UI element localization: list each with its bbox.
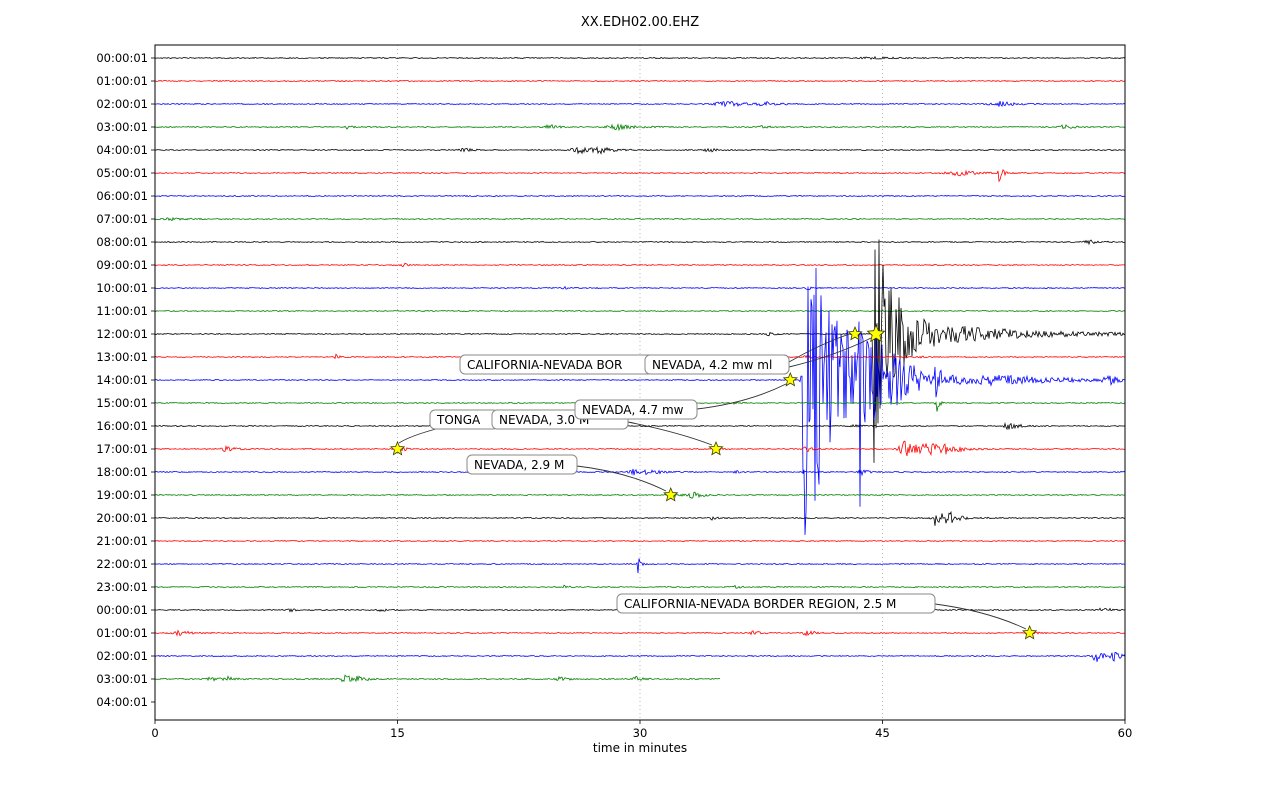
- event-label-box: [466, 454, 578, 475]
- trace-row-18: [155, 468, 1125, 477]
- trace-row-22: [155, 558, 1125, 574]
- trace-row-5: [155, 169, 1125, 183]
- trace-row-20: [155, 510, 1125, 526]
- trace-row-0: [155, 55, 1125, 60]
- y-tick-label: 09:00:01: [96, 258, 148, 272]
- event-connector: [398, 428, 437, 444]
- y-tick-label: 08:00:01: [96, 235, 148, 249]
- y-tick-label: 16:00:01: [96, 419, 148, 433]
- y-tick-label: 10:00:01: [96, 281, 148, 295]
- y-tick-label: 12:00:01: [96, 327, 148, 341]
- event-star: [847, 325, 863, 341]
- trace-row-10: [155, 285, 1125, 291]
- plot-frame: [154, 44, 1126, 721]
- trace-row-26: [155, 652, 1125, 662]
- trace-row-19: [155, 491, 1125, 500]
- event-label-text: TONGA: [436, 413, 481, 427]
- y-tick-label: 11:00:01: [96, 304, 148, 318]
- trace-row-7: [155, 216, 1125, 222]
- trace-row-6: [155, 194, 1125, 198]
- plot-title: XX.EDH02.00.EHZ: [581, 15, 699, 30]
- event-connector: [576, 465, 667, 492]
- y-axis-tick-labels: 00:00:01 01:00:01 02:00:01 03:00:01 04:00:01…: [96, 51, 155, 709]
- event-star: [389, 440, 406, 456]
- x-tick-label: 30: [633, 726, 648, 740]
- y-tick-label: 21:00:01: [96, 534, 148, 548]
- x-tick-label: 0: [151, 726, 158, 740]
- y-tick-label: 17:00:01: [96, 442, 148, 456]
- event-stars: [389, 323, 1038, 640]
- event-connector: [696, 383, 787, 410]
- event-connector: [788, 332, 853, 363]
- event-label-text: NEVADA, 2.9 M: [474, 458, 564, 472]
- x-axis-tick-labels: 0 15 30 45 60: [151, 720, 1132, 740]
- trace-row-4: [155, 145, 1125, 155]
- event-annotations: CALIFORNIA-NEVADA BOR NEVADA, 4.2 mw ml TO…: [398, 332, 1027, 630]
- y-tick-label: 19:00:01: [96, 488, 148, 502]
- y-tick-label: 03:00:01: [96, 120, 148, 134]
- event-star: [1022, 624, 1038, 640]
- y-tick-label: 15:00:01: [96, 396, 148, 410]
- x-tick-label: 60: [1118, 726, 1133, 740]
- trace-row-16: [155, 421, 1125, 431]
- trace-row-12: [155, 239, 1125, 463]
- y-tick-label: 03:00:01: [96, 672, 148, 686]
- y-tick-label: 01:00:01: [96, 626, 148, 640]
- event-connector: [788, 337, 872, 368]
- trace-lines: [155, 55, 1125, 683]
- event-label-box: [616, 593, 936, 614]
- trace-row-14: [155, 267, 1125, 535]
- event-connector: [627, 421, 713, 446]
- y-tick-label: 18:00:01: [96, 465, 148, 479]
- trace-row-2: [155, 100, 1125, 108]
- y-tick-label: 04:00:01: [96, 143, 148, 157]
- event-label-text: NEVADA, 4.2 mw ml: [652, 358, 772, 372]
- trace-row-17: [155, 440, 1125, 457]
- trace-row-27: [155, 674, 721, 683]
- y-tick-label: 00:00:01: [96, 603, 148, 617]
- event-star: [663, 486, 679, 502]
- event-star: [866, 323, 886, 343]
- event-label-box: [574, 399, 698, 420]
- x-tick-label: 15: [390, 726, 405, 740]
- gridlines: [397, 45, 883, 720]
- event-label-text: CALIFORNIA-NEVADA BORDER REGION, 2.5 M: [624, 597, 896, 611]
- x-tick-label: 45: [875, 726, 890, 740]
- event-connector: [934, 603, 1027, 630]
- trace-row-21: [155, 539, 1125, 543]
- y-tick-label: 05:00:01: [96, 166, 148, 180]
- y-tick-label: 00:00:01: [96, 51, 148, 65]
- y-tick-label: 02:00:01: [96, 97, 148, 111]
- y-tick-label: 02:00:01: [96, 649, 148, 663]
- x-axis-label: time in minutes: [593, 741, 687, 755]
- y-tick-label: 13:00:01: [96, 350, 148, 364]
- y-tick-label: 22:00:01: [96, 557, 148, 571]
- y-tick-label: 06:00:01: [96, 189, 148, 203]
- trace-row-23: [155, 584, 1125, 589]
- y-tick-label: 14:00:01: [96, 373, 148, 387]
- trace-row-1: [155, 79, 1125, 83]
- trace-row-9: [155, 262, 1125, 268]
- event-star: [782, 371, 799, 387]
- trace-row-25: [155, 629, 1125, 637]
- event-label-text: NEVADA, 4.7 mw: [582, 403, 684, 417]
- trace-row-8: [155, 239, 1125, 246]
- y-tick-label: 20:00:01: [96, 511, 148, 525]
- event-label-text: NEVADA, 3.0 M: [499, 413, 589, 427]
- y-tick-label: 23:00:01: [96, 580, 148, 594]
- trace-row-11: [155, 309, 1125, 313]
- y-tick-label: 04:00:01: [96, 695, 148, 709]
- event-star: [708, 440, 724, 456]
- event-label-box: [644, 354, 790, 375]
- y-tick-label: 01:00:01: [96, 74, 148, 88]
- trace-row-3: [155, 122, 1125, 132]
- event-label-text: CALIFORNIA-NEVADA BOR: [467, 358, 622, 372]
- y-tick-label: 07:00:01: [96, 212, 148, 226]
